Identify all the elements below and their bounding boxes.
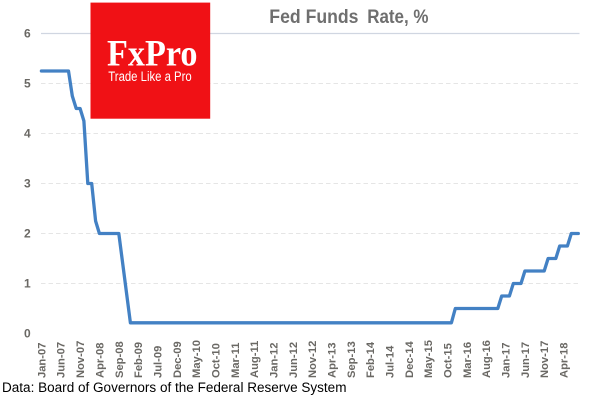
svg-text:Feb-09: Feb-09	[133, 342, 145, 378]
svg-text:FxPro: FxPro	[107, 33, 198, 74]
svg-text:Nov-07: Nov-07	[75, 341, 87, 378]
svg-text:Nov-12: Nov-12	[307, 341, 319, 378]
svg-text:Sep-13: Sep-13	[346, 341, 358, 378]
svg-text:Jul-09: Jul-09	[152, 346, 164, 378]
svg-text:Jan-12: Jan-12	[269, 343, 281, 378]
svg-text:Apr-08: Apr-08	[94, 343, 106, 378]
svg-text:Aug-11: Aug-11	[249, 341, 261, 378]
svg-text:4: 4	[24, 127, 31, 141]
svg-text:Aug-16: Aug-16	[481, 340, 493, 378]
svg-text:2: 2	[24, 227, 31, 241]
svg-text:Dec-14: Dec-14	[404, 341, 416, 378]
svg-text:May-10: May-10	[191, 340, 203, 378]
svg-text:May-15: May-15	[423, 340, 435, 378]
svg-text:Jan-17: Jan-17	[501, 343, 513, 378]
svg-text:Jun-07: Jun-07	[56, 342, 68, 378]
svg-text:Fed Funds: Fed Funds	[269, 7, 358, 28]
svg-text:Jul-14: Jul-14	[385, 345, 397, 378]
svg-text:5: 5	[24, 77, 31, 91]
svg-text:Feb-14: Feb-14	[365, 341, 377, 378]
svg-text:Jan-07: Jan-07	[36, 343, 48, 378]
svg-text:Rate, %: Rate, %	[367, 7, 428, 28]
svg-text:3: 3	[24, 177, 31, 191]
svg-text:Jun-17: Jun-17	[520, 342, 532, 378]
svg-text:Data: Board of Governors of th: Data: Board of Governors of the Federal …	[2, 380, 347, 395]
svg-text:0: 0	[24, 327, 31, 341]
svg-text:1: 1	[24, 277, 31, 291]
svg-text:Dec-09: Dec-09	[172, 341, 184, 378]
svg-text:Apr-13: Apr-13	[327, 343, 339, 378]
svg-text:Mar-16: Mar-16	[462, 342, 474, 378]
svg-text:Nov-17: Nov-17	[539, 341, 551, 378]
svg-text:Trade Like a Pro: Trade Like a Pro	[108, 69, 191, 84]
svg-text:Sep-08: Sep-08	[114, 341, 126, 378]
svg-text:Jun-12: Jun-12	[288, 342, 300, 378]
svg-text:Apr-18: Apr-18	[559, 343, 571, 378]
svg-text:6: 6	[24, 27, 31, 41]
svg-text:Oct-10: Oct-10	[211, 343, 223, 378]
svg-text:Oct-15: Oct-15	[443, 343, 455, 378]
svg-text:Mar-11: Mar-11	[230, 343, 242, 378]
